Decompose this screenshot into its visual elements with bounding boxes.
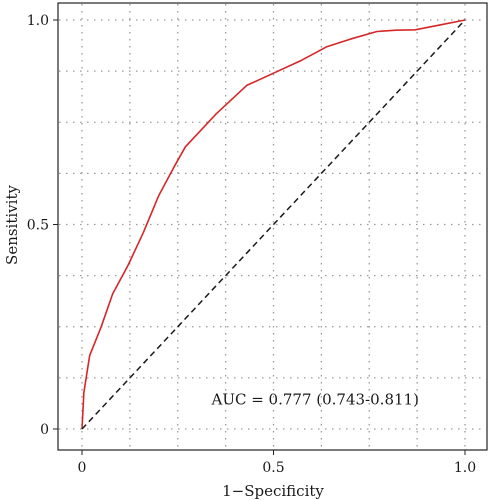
x-tick-label: 1.0 <box>454 460 476 476</box>
plot-frame <box>57 2 488 451</box>
grid-lines <box>59 4 486 449</box>
y-axis-title: Sensitivity <box>3 185 21 265</box>
auc-annotation: AUC = 0.777 (0.743-0.811) <box>211 390 419 408</box>
series-layer <box>81 19 466 430</box>
y-tick-label: 0.5 <box>27 218 49 234</box>
x-tick-label: 0.5 <box>262 460 284 476</box>
x-tick-label: 0 <box>78 460 87 476</box>
roc-curve <box>81 19 466 430</box>
y-tick-label: 0 <box>40 422 49 438</box>
reference-diagonal <box>81 19 466 430</box>
y-tick-label: 1.0 <box>27 13 49 29</box>
x-axis-title: 1−Specificity <box>222 482 324 500</box>
axis-ticks: 0 0.5 1.0 0 0.5 1.0 <box>27 13 476 476</box>
